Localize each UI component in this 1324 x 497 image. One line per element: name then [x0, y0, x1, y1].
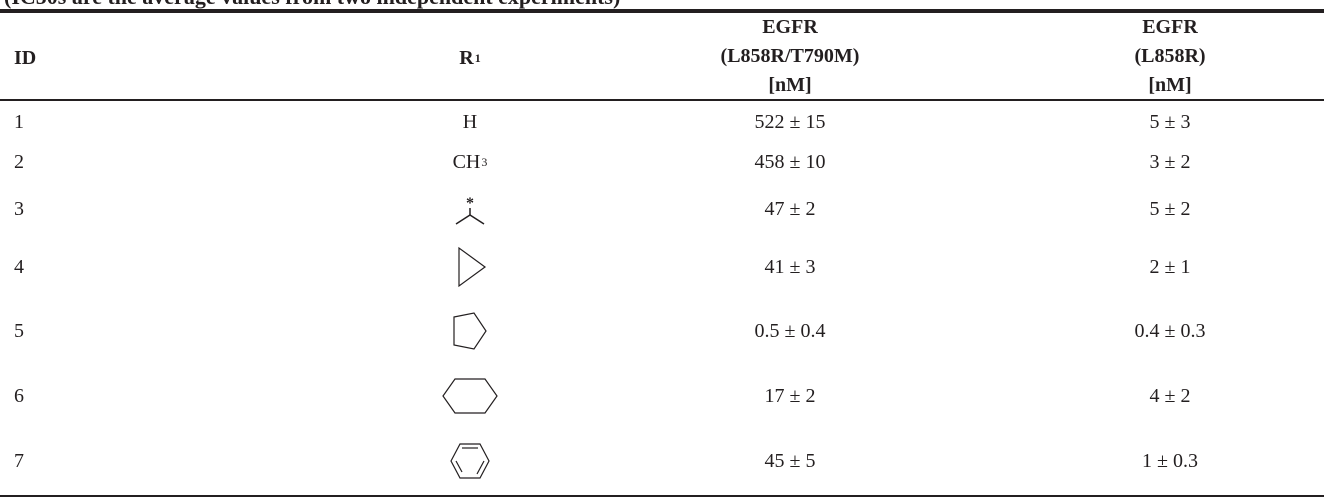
row-value-single-mutant: 5 ± 2	[1149, 197, 1191, 220]
cyclopentyl-structure-icon	[453, 312, 487, 350]
header-a-line1: EGFR	[762, 15, 818, 38]
row-id: 5	[14, 319, 24, 342]
table-caption: (IC50s are the average values from two i…	[0, 0, 1324, 9]
header-a-line2: (L858R/T790M)	[720, 44, 860, 67]
row-value-single-mutant: 2 ± 1	[1149, 255, 1191, 278]
row-id: 1	[14, 110, 24, 133]
header-r1-label: R	[459, 46, 474, 69]
row-r1	[370, 300, 570, 362]
row-value-double-mutant: 47 ± 2	[764, 197, 816, 220]
header-egfr-double-mutant: EGFR (L858R/T790M) [nM]	[640, 12, 940, 100]
svg-text:*: *	[466, 195, 474, 212]
row-r1: *	[370, 184, 570, 234]
header-b-line1: EGFR	[1142, 15, 1198, 38]
row-value-double-mutant: 0.5 ± 0.4	[754, 319, 826, 342]
row-value-double-mutant: 522 ± 15	[754, 110, 826, 133]
row-value-double-mutant: 41 ± 3	[764, 255, 816, 278]
cyclopropyl-structure-icon	[458, 246, 487, 288]
row-r1	[370, 364, 570, 428]
header-egfr-single-mutant: EGFR (L858R) [nM]	[1020, 12, 1320, 100]
cyclohexyl-structure-icon	[442, 378, 498, 414]
row-value-single-mutant: 5 ± 3	[1149, 110, 1191, 133]
row-id: 4	[14, 255, 24, 278]
header-a-line3: [nM]	[768, 73, 812, 96]
row-value-single-mutant: 4 ± 2	[1149, 384, 1191, 407]
header-b-line2: (L858R)	[1134, 44, 1206, 67]
row-value-double-mutant: 45 ± 5	[764, 449, 816, 472]
row-id: 2	[14, 150, 24, 173]
header-r1-subscript: 1	[474, 50, 481, 65]
header-rule	[0, 99, 1324, 101]
row-r1: CH 3	[370, 142, 570, 182]
row-id: 3	[14, 197, 24, 220]
row-r1	[370, 236, 570, 298]
row-value-double-mutant: 458 ± 10	[754, 150, 826, 173]
phenyl-structure-icon	[450, 443, 490, 479]
header-id: ID	[14, 46, 37, 69]
row-id: 7	[14, 449, 24, 472]
r1-text: CH	[452, 150, 481, 173]
row-r1: H	[370, 104, 570, 140]
header-b-line3: [nM]	[1148, 73, 1192, 96]
row-value-single-mutant: 3 ± 2	[1149, 150, 1191, 173]
r1-subscript: 3	[481, 154, 488, 169]
row-value-single-mutant: 0.4 ± 0.3	[1134, 319, 1206, 342]
r1-text: H	[462, 110, 478, 133]
row-value-double-mutant: 17 ± 2	[764, 384, 816, 407]
row-value-single-mutant: 1 ± 0.3	[1142, 449, 1198, 472]
row-r1	[370, 430, 570, 492]
row-id: 6	[14, 384, 24, 407]
top-rule	[0, 9, 1324, 13]
bottom-rule	[0, 495, 1324, 497]
isopropyl-structure-icon: *	[455, 195, 485, 225]
